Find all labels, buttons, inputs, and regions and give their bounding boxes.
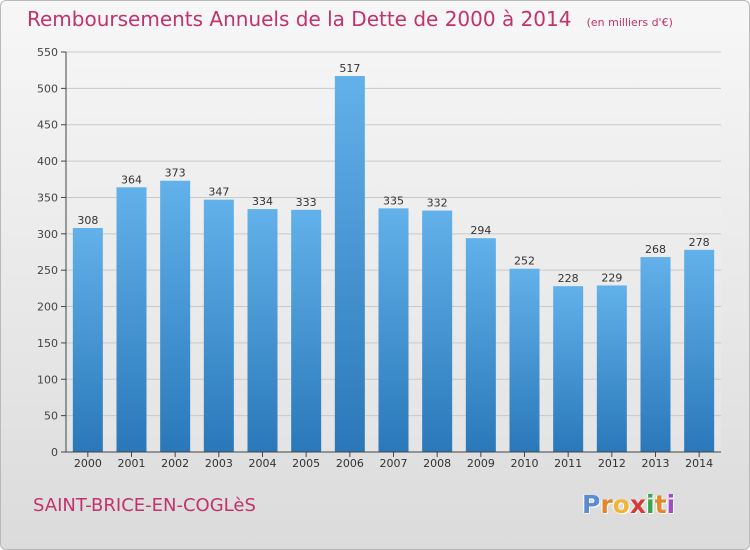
x-tick-label-2008: 2008 [423, 457, 451, 470]
bars [72, 76, 715, 453]
x-tick-label-2009: 2009 [467, 457, 495, 470]
y-tick-label: 500 [37, 82, 58, 95]
chart-title: Remboursements Annuels de la Dette de 20… [27, 7, 673, 31]
y-tick-label: 0 [51, 446, 58, 459]
x-tick-label-2013: 2013 [642, 457, 670, 470]
value-labels: 308 364 373 347 334 333 517 335 332 294 252 228 229 2… [77, 62, 709, 285]
logo-letter: t [654, 490, 667, 519]
proxiti-logo[interactable]: Proxiti [582, 490, 675, 519]
y-axis: 0 50 100 150 200 250 300 350 400 450 500 550 [37, 46, 67, 459]
logo-letter: i [646, 490, 655, 519]
value-label-2009: 294 [470, 224, 491, 237]
y-tick-label: 50 [44, 410, 58, 423]
bar-2008 [422, 210, 453, 452]
logo-letter: i [666, 490, 676, 519]
value-label-2005: 333 [296, 196, 317, 209]
x-tick-label-2014: 2014 [685, 457, 713, 470]
x-tick-label-2012: 2012 [598, 457, 626, 470]
bar-2002 [160, 180, 191, 452]
value-label-2000: 308 [77, 214, 98, 227]
value-label-2002: 373 [165, 167, 186, 180]
logo-letter: x [629, 490, 646, 519]
value-label-2013: 268 [645, 243, 666, 256]
value-label-2007: 335 [383, 194, 404, 207]
y-tick-label: 300 [37, 228, 58, 241]
y-tick-label: 100 [37, 373, 58, 386]
commune-name: SAINT-BRICE-EN-COGLèS [33, 495, 256, 516]
logo-letter: P [582, 490, 601, 519]
y-tick-label: 450 [37, 119, 58, 132]
bar-2004 [247, 209, 278, 452]
value-label-2014: 278 [689, 236, 710, 249]
bar-2007 [378, 208, 409, 452]
x-tick-label-2007: 2007 [380, 457, 408, 470]
bar-2011 [553, 286, 584, 452]
x-tick-label-2003: 2003 [205, 457, 233, 470]
value-label-2003: 347 [208, 186, 229, 199]
chart-unit-label: (en milliers d'€) [586, 16, 673, 29]
logo-letter: r [600, 490, 613, 519]
x-tick-label-2004: 2004 [249, 457, 277, 470]
x-tick-label-2006: 2006 [336, 457, 364, 470]
value-label-2004: 334 [252, 195, 273, 208]
y-tick-label: 150 [37, 337, 58, 350]
bar-2009 [465, 238, 496, 452]
value-label-2011: 228 [558, 272, 579, 285]
bar-2012 [596, 285, 627, 452]
y-tick-label: 550 [37, 46, 58, 59]
value-label-2006: 517 [339, 62, 360, 75]
x-tick-label-2000: 2000 [74, 457, 102, 470]
y-tick-label: 250 [37, 264, 58, 277]
x-tick-label-2010: 2010 [511, 457, 539, 470]
y-tick-label: 200 [37, 301, 58, 314]
y-tick-label: 400 [37, 155, 58, 168]
bar-2001 [116, 187, 147, 453]
bar-2000 [72, 228, 103, 452]
value-label-2008: 332 [427, 197, 448, 210]
logo-letter: o [612, 490, 630, 519]
bar-2005 [291, 209, 322, 452]
x-tick-label-2005: 2005 [292, 457, 320, 470]
y-tick-label: 350 [37, 191, 58, 204]
value-label-2010: 252 [514, 255, 535, 268]
chart-title-text: Remboursements Annuels de la Dette de 20… [27, 7, 572, 31]
value-label-2012: 229 [601, 271, 622, 284]
bar-2010 [509, 268, 540, 452]
bar-2014 [684, 249, 715, 452]
bar-2006 [334, 76, 365, 452]
x-tick-label-2011: 2011 [554, 457, 582, 470]
bar-2003 [203, 199, 234, 452]
value-label-2001: 364 [121, 173, 142, 186]
bar-2013 [640, 257, 671, 452]
x-axis: 2000 2001 2002 2003 2004 2005 2006 2007 2008 2009… [66, 451, 721, 470]
x-tick-label-2002: 2002 [161, 457, 189, 470]
x-tick-label-2001: 2001 [118, 457, 146, 470]
